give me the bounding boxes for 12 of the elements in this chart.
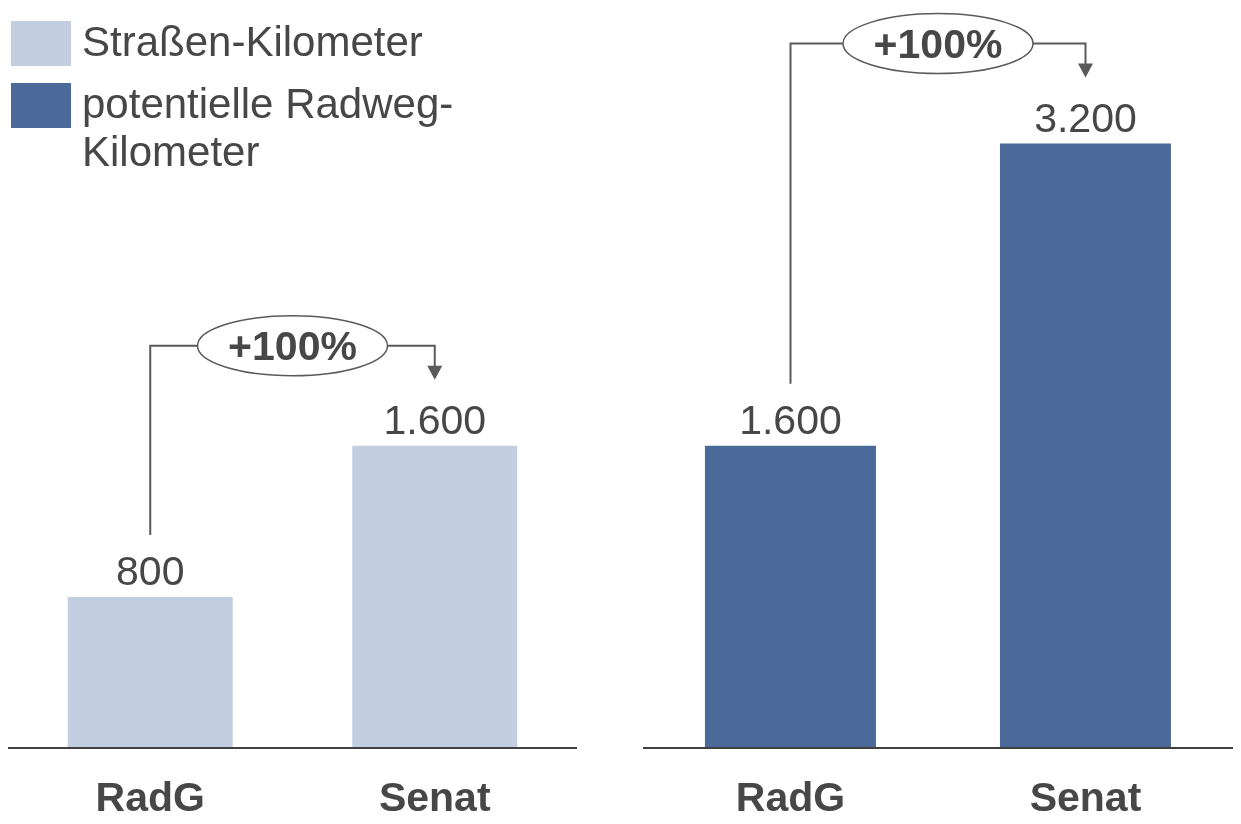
data-label: 3.200	[1034, 94, 1137, 141]
data-label: 1.600	[383, 396, 487, 443]
x-tick-label: Senat	[378, 774, 491, 821]
data-label: 800	[116, 547, 185, 594]
x-tick-label: RadG	[735, 774, 846, 821]
x-tick-label: RadG	[95, 774, 205, 821]
legend-label: Straßen-Kilometer	[82, 18, 424, 66]
data-label: 1.600	[739, 396, 842, 443]
x-tick-label: Senat	[1029, 774, 1142, 821]
text: +100%	[873, 20, 1003, 67]
legend-label: potentielle Radweg-Kilometer	[82, 80, 455, 176]
text: +100%	[228, 322, 357, 369]
